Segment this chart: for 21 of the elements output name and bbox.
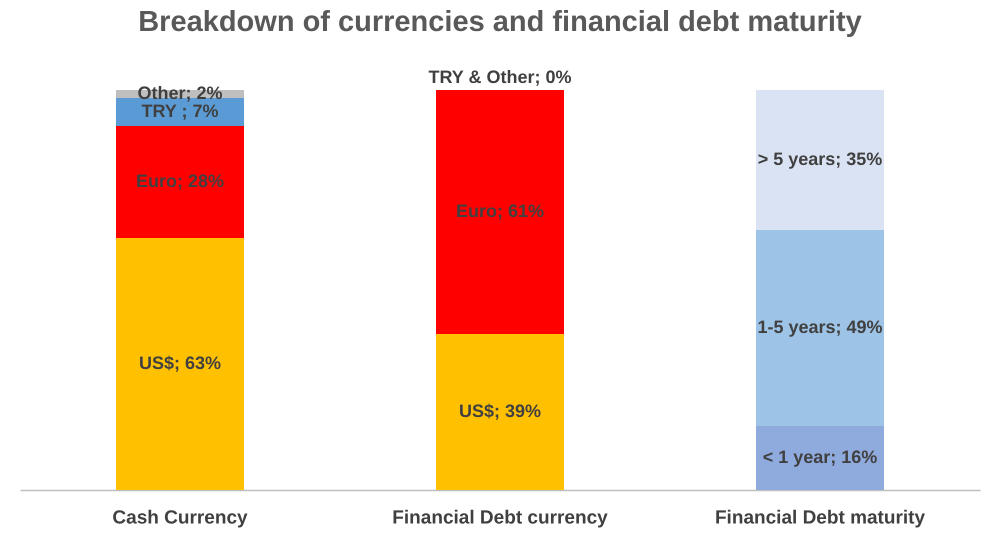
data-label: US$; 39%	[458, 401, 542, 421]
bar	[436, 334, 564, 490]
data-label: TRY ; 7%	[141, 101, 219, 121]
data-label: US$; 63%	[138, 353, 222, 373]
data-label: Euro; 28%	[136, 171, 224, 191]
bar	[756, 230, 884, 426]
x-tick-label: Cash Currency	[112, 508, 248, 528]
data-label: Other; 2%	[137, 83, 223, 103]
data-label: 1-5 years; 49%	[757, 317, 883, 337]
data-label: > 5 years; 35%	[758, 149, 882, 169]
x-tick-label: Financial Debt maturity	[714, 508, 926, 528]
data-label: Euro; 61%	[456, 201, 544, 221]
data-label: < 1 year; 16%	[762, 447, 878, 467]
bar	[116, 238, 244, 490]
data-label: TRY & Other; 0%	[428, 67, 572, 87]
bar	[756, 426, 884, 490]
chart-title: Breakdown of currencies and financial debt maturity	[138, 6, 862, 38]
bar	[756, 90, 884, 230]
bar	[436, 90, 564, 334]
x-tick-label: Financial Debt currency	[392, 508, 608, 528]
bar	[116, 126, 244, 238]
